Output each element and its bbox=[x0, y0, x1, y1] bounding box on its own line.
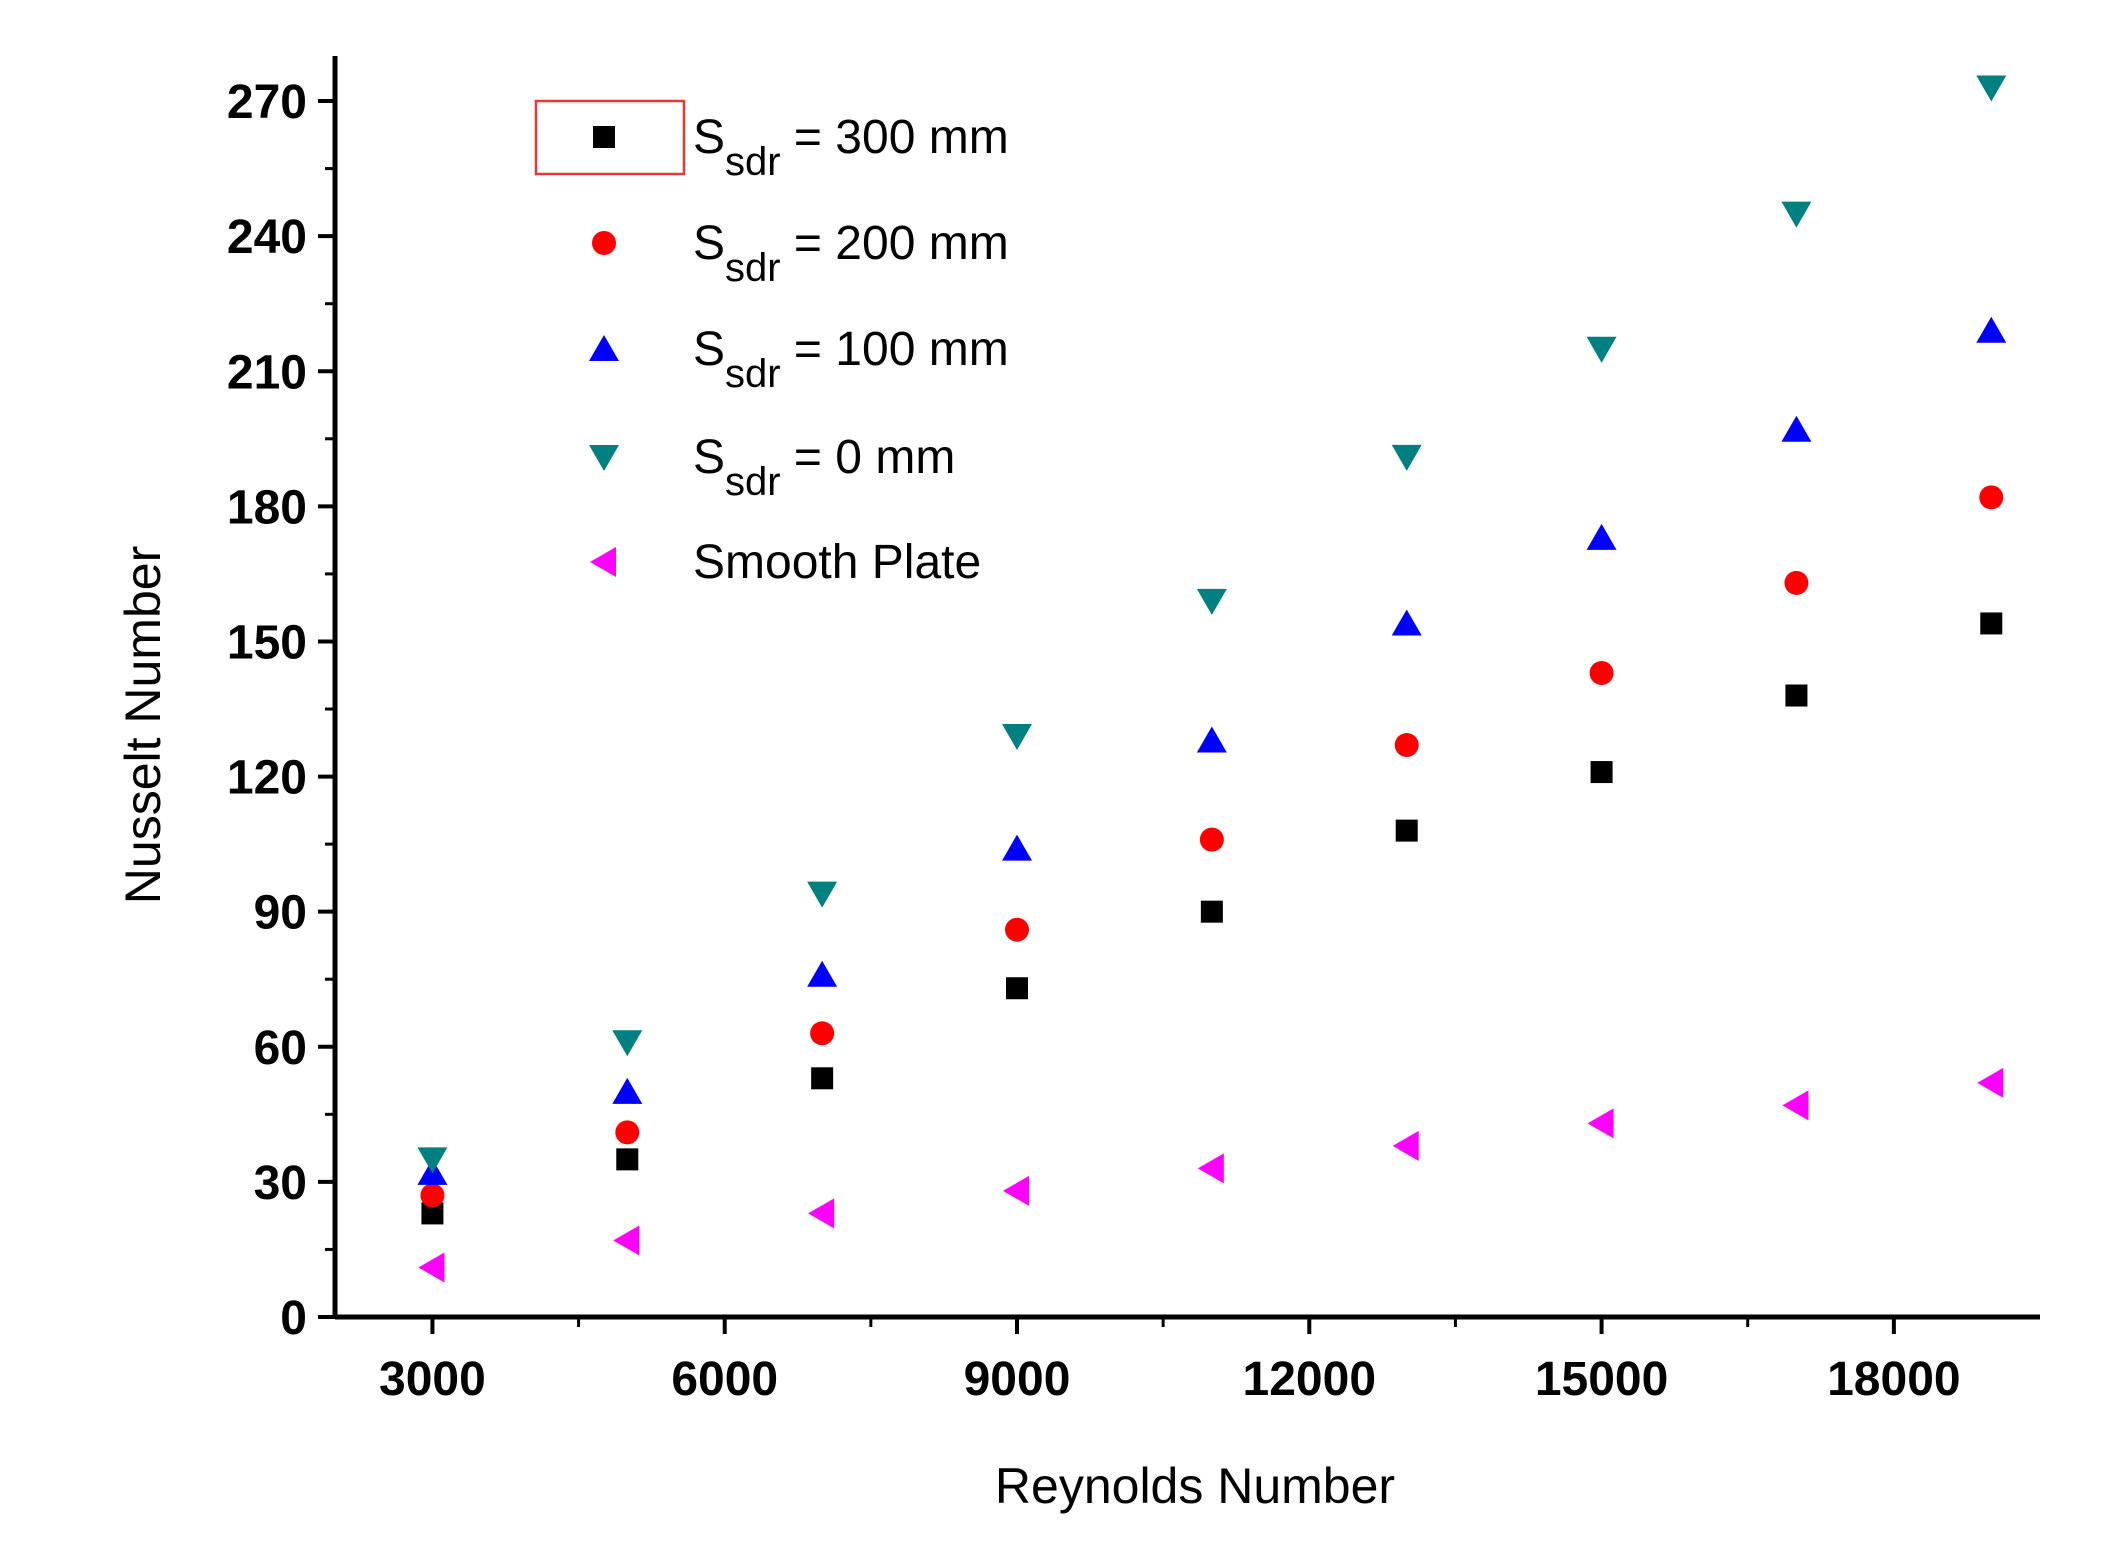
legend-highlight-box bbox=[534, 99, 686, 176]
series-2 bbox=[420, 485, 2004, 1208]
legend-marker bbox=[589, 335, 619, 361]
data-point bbox=[1785, 684, 1808, 707]
series-1 bbox=[421, 612, 2003, 1225]
legend-label: Ssdr = 100 mm bbox=[693, 323, 1009, 396]
data-point bbox=[1395, 819, 1418, 842]
data-point bbox=[1394, 733, 1419, 758]
data-point bbox=[1197, 1153, 1224, 1184]
y-tick-label: 180 bbox=[227, 481, 307, 534]
series-3 bbox=[417, 316, 2007, 1185]
data-point bbox=[811, 1067, 834, 1090]
data-point bbox=[615, 1120, 640, 1145]
data-point bbox=[613, 1225, 640, 1256]
x-tick-label: 6000 bbox=[671, 1353, 778, 1406]
data-point bbox=[616, 1148, 639, 1171]
data-point bbox=[1003, 1175, 1029, 1206]
y-tick-label: 60 bbox=[254, 1022, 307, 1075]
data-point bbox=[1781, 415, 1812, 442]
data-point bbox=[1586, 523, 1617, 550]
data-point bbox=[1587, 1108, 1614, 1139]
data-point bbox=[1590, 761, 1613, 784]
legend-item: Ssdr = 100 mm bbox=[589, 323, 1009, 396]
y-tick-label: 30 bbox=[254, 1157, 307, 1210]
data-point bbox=[1196, 726, 1227, 753]
series-5 bbox=[418, 1067, 2004, 1283]
legend-label: Ssdr = 0 mm bbox=[693, 431, 955, 504]
data-point bbox=[1391, 609, 1422, 636]
legend-marker bbox=[592, 231, 616, 255]
data-point bbox=[808, 1198, 835, 1229]
y-tick-label: 150 bbox=[227, 616, 307, 669]
x-tick-label: 3000 bbox=[379, 1353, 486, 1406]
data-point bbox=[810, 1021, 835, 1046]
y-tick-label: 210 bbox=[227, 346, 307, 399]
y-axis-title: Nusselt Number bbox=[115, 546, 171, 904]
y-tick-label: 120 bbox=[227, 752, 307, 805]
data-point bbox=[1781, 201, 1812, 228]
x-tick-label: 9000 bbox=[964, 1353, 1071, 1406]
legend-item: Ssdr = 200 mm bbox=[592, 217, 1009, 290]
data-point bbox=[1002, 724, 1032, 751]
data-point bbox=[1980, 612, 2003, 635]
data-point bbox=[612, 1077, 643, 1104]
data-point bbox=[1784, 570, 1809, 595]
data-point bbox=[1200, 900, 1223, 923]
data-point bbox=[1976, 316, 2007, 343]
plot-area: 3000 6000 9000 12000 15000 18000 0 30 60 90 120 150… bbox=[227, 56, 2040, 1406]
legend-marker bbox=[593, 126, 615, 148]
x-tick-label: 18000 bbox=[1827, 1353, 1960, 1406]
data-point bbox=[421, 1202, 444, 1225]
legend-item: Ssdr = 0 mm bbox=[589, 431, 955, 504]
legend-label: Smooth Plate bbox=[693, 536, 981, 589]
data-point bbox=[1979, 485, 2004, 510]
data-point bbox=[1391, 444, 1422, 471]
data-point bbox=[1199, 827, 1224, 852]
x-tick-label: 15000 bbox=[1535, 1353, 1668, 1406]
legend-item: Ssdr = 300 mm bbox=[593, 111, 1009, 184]
y-tick-label: 240 bbox=[227, 211, 307, 264]
legend: Ssdr = 300 mm Ssdr = 200 mm Ssdr = 100 mm S… bbox=[589, 111, 1009, 589]
data-point bbox=[1976, 75, 2007, 102]
series-4 bbox=[417, 75, 2007, 1174]
legend-label: Ssdr = 300 mm bbox=[693, 111, 1009, 184]
data-point bbox=[1002, 834, 1032, 861]
x-axis-title: Reynolds Number bbox=[995, 1458, 1395, 1514]
data-point bbox=[1586, 336, 1617, 363]
data-point bbox=[1006, 977, 1028, 1000]
data-point bbox=[1005, 917, 1029, 942]
data-point bbox=[420, 1183, 445, 1208]
y-tick-label: 0 bbox=[280, 1292, 307, 1345]
data-point bbox=[1977, 1067, 2004, 1098]
legend-label: Ssdr = 200 mm bbox=[693, 217, 1009, 290]
data-point bbox=[612, 1030, 643, 1057]
data-point bbox=[807, 881, 838, 908]
legend-marker bbox=[589, 445, 619, 471]
data-point bbox=[1392, 1130, 1419, 1161]
data-point bbox=[807, 960, 838, 987]
y-tick-label: 270 bbox=[227, 76, 307, 129]
legend-item: Smooth Plate bbox=[590, 536, 981, 589]
data-point bbox=[1196, 588, 1227, 615]
data-point bbox=[1782, 1090, 1809, 1121]
legend-marker bbox=[590, 547, 616, 577]
data-point bbox=[1589, 660, 1614, 685]
y-tick-label: 90 bbox=[254, 887, 307, 940]
data-point bbox=[418, 1252, 445, 1283]
data-point bbox=[417, 1147, 448, 1174]
x-tick-label: 12000 bbox=[1243, 1353, 1376, 1406]
